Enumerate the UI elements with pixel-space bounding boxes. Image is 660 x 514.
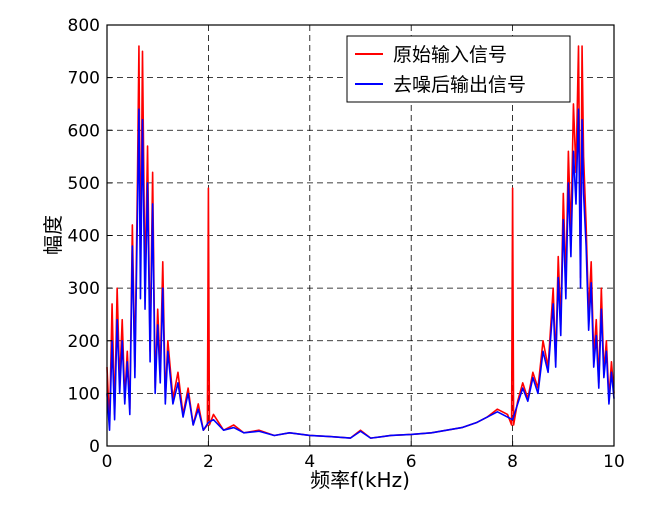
x-axis-title: 频率f(kHz) [310, 468, 410, 492]
y-tick-label: 700 [68, 69, 100, 89]
x-tick-label: 0 [102, 452, 113, 472]
y-tick-label: 500 [68, 174, 100, 194]
x-tick-label: 2 [203, 452, 214, 472]
x-tick-label: 6 [406, 452, 417, 472]
y-tick-label: 800 [68, 16, 100, 36]
y-tick-label: 300 [68, 279, 100, 299]
legend: 原始输入信号 去噪后输出信号 [346, 35, 571, 103]
y-tick-label: 600 [68, 121, 100, 141]
series-line-denoised [106, 108, 615, 439]
legend-box [346, 35, 571, 103]
y-axis-title: 幅度 [41, 215, 65, 255]
x-tick-label: 8 [507, 452, 518, 472]
x-tick-label: 10 [603, 452, 625, 472]
y-tick-label: 400 [68, 227, 100, 247]
legend-label-denoised: 去噪后输出信号 [393, 74, 526, 96]
series-lines [106, 45, 615, 439]
x-tick-label: 4 [304, 452, 315, 472]
y-tick-label: 100 [68, 384, 100, 404]
y-tick-label: 0 [89, 437, 100, 457]
legend-label-original: 原始输入信号 [393, 44, 507, 66]
y-tick-label: 200 [68, 332, 100, 352]
